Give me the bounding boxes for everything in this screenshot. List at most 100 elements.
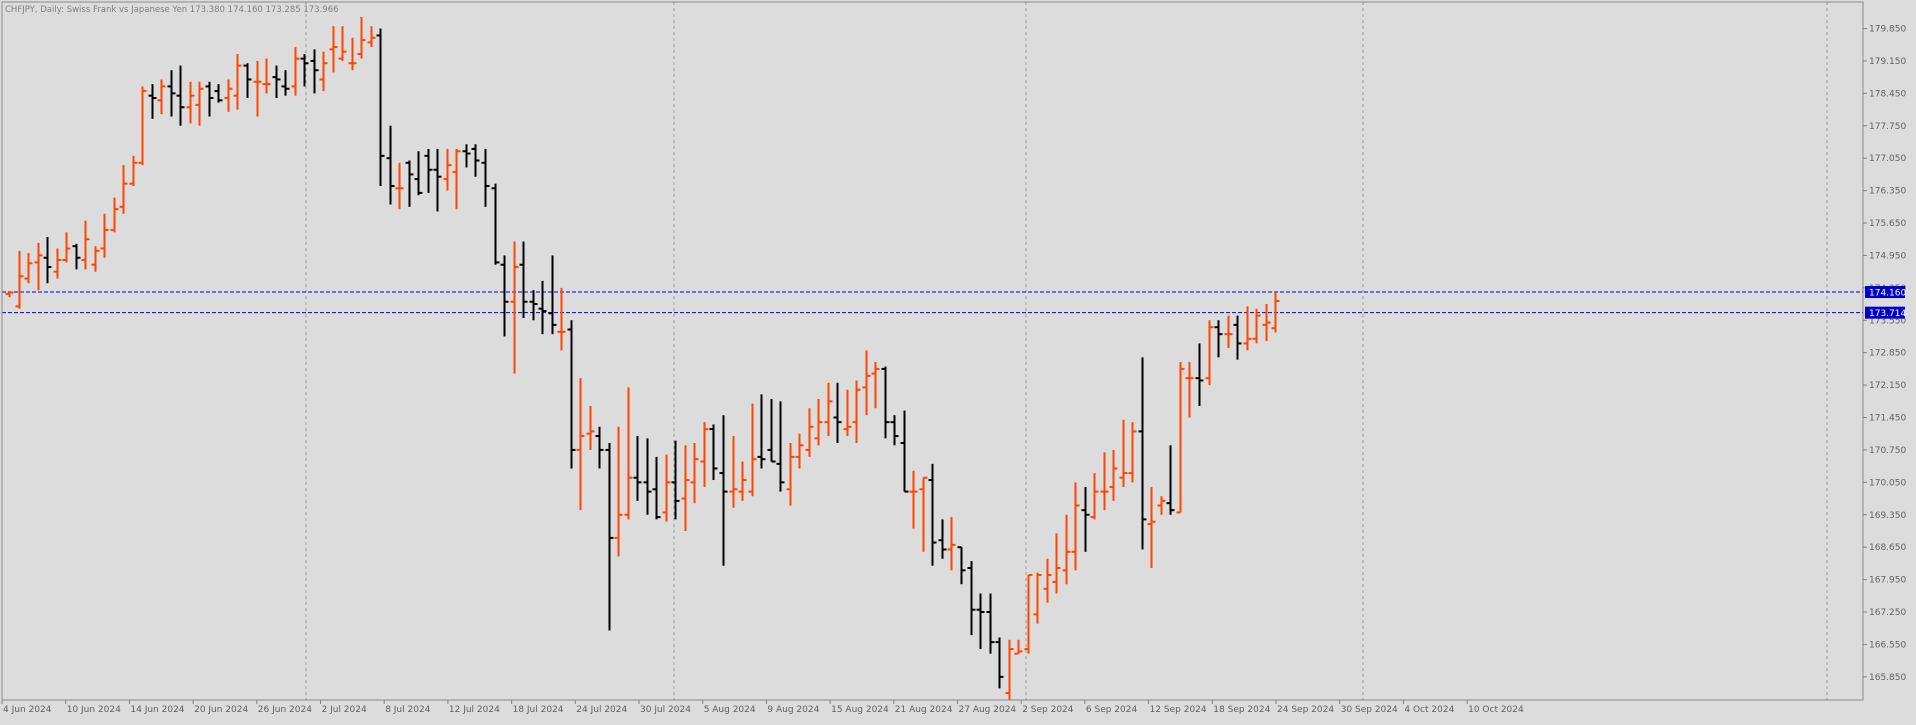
ohlc-bar [1166, 445, 1175, 515]
ohlc-bar [272, 65, 281, 98]
ohlc-bar [62, 232, 71, 263]
ohlc-bar [500, 255, 509, 337]
ohlc-bar [576, 378, 585, 511]
ohlc-bar [881, 366, 890, 439]
ohlc-bar [862, 350, 871, 416]
ohlc-bar [186, 81, 195, 124]
x-tick-label: 4 Jun 2024 [3, 705, 52, 715]
ohlc-bar [586, 405, 595, 450]
y-tick-label: 172.850 [1869, 349, 1906, 359]
ohlc-bar [1128, 422, 1137, 483]
ohlc-bar [652, 456, 661, 520]
ohlc-bar [1071, 482, 1080, 571]
ohlc-bar [947, 517, 956, 571]
ohlc-bar [719, 415, 728, 566]
ohlc-bar [262, 58, 271, 94]
ohlc-bar [1138, 357, 1147, 550]
price-level-label: 173.714 [1869, 309, 1906, 319]
y-tick-label: 179.850 [1869, 25, 1906, 35]
x-tick-label: 10 Oct 2024 [1468, 705, 1524, 715]
ohlc-bar [633, 436, 642, 501]
ohlc-bar [24, 253, 33, 284]
ohlc-bar [1262, 304, 1271, 342]
x-tick-label: 8 Jul 2024 [385, 705, 430, 715]
ohlc-bar [1176, 361, 1185, 514]
ohlc-bar [310, 49, 319, 94]
ohlc-bar [414, 151, 423, 196]
ohlc-bar [481, 148, 490, 207]
x-tick-label: 20 Jun 2024 [194, 705, 248, 715]
x-tick-label: 18 Sep 2024 [1213, 705, 1270, 715]
ohlc-bar [1157, 496, 1166, 515]
ohlc-bar [1024, 573, 1033, 654]
ohlc-bar [1214, 320, 1223, 358]
y-tick-label: 166.550 [1869, 640, 1906, 650]
ohlc-bar [281, 70, 290, 96]
ohlc-bar [424, 148, 433, 193]
ohlc-bar [805, 408, 814, 457]
ohlc-bar [1205, 320, 1214, 386]
ohlc-bar [15, 250, 24, 309]
ohlc-bar [138, 86, 147, 166]
x-tick-label: 24 Sep 2024 [1277, 705, 1334, 715]
x-tick-label: 27 Aug 2024 [959, 705, 1017, 715]
x-tick-label: 5 Aug 2024 [704, 705, 756, 715]
y-tick-label: 167.950 [1869, 576, 1906, 586]
ohlc-bar [176, 65, 185, 126]
ohlc-bar [291, 47, 300, 96]
ohlc-bar [671, 440, 680, 520]
x-tick-label: 12 Sep 2024 [1150, 705, 1207, 715]
ohlc-bar [938, 519, 947, 559]
ohlc-bar [329, 26, 338, 73]
ohlc-bar [548, 255, 557, 335]
ohlc-bar [529, 290, 538, 321]
ohlc-bar [376, 28, 385, 186]
ohlc-bar [100, 213, 109, 258]
ohlc-bar [824, 382, 833, 437]
ohlc-bar [214, 84, 223, 103]
ohlc-bar [1090, 473, 1099, 520]
ohlc-bar [567, 320, 576, 469]
ohlc-bar [557, 287, 566, 351]
x-tick-label: 18 Jul 2024 [513, 705, 564, 715]
price-axis: 179.850 179.150 178.450 177.750 177.050 176.3… [1863, 25, 1906, 683]
x-tick-label: 9 Aug 2024 [767, 705, 819, 715]
ohlc-bar [1233, 315, 1242, 360]
ohlc-bar [91, 246, 100, 272]
x-tick-label: 4 Oct 2024 [1404, 705, 1454, 715]
ohlc-bar [233, 53, 242, 110]
ohlc-bar [967, 561, 976, 636]
y-tick-label: 178.450 [1869, 89, 1906, 99]
ohlc-bar [386, 125, 395, 205]
ohlc-bar [433, 148, 442, 212]
x-tick-label: 24 Jul 2024 [576, 705, 627, 715]
ohlc-bar [519, 241, 528, 318]
ohlc-bar [1147, 486, 1156, 569]
time-axis: 4 Jun 2024 10 Jun 2024 14 Jun 2024 20 Jun 2… [1, 699, 1863, 715]
ohlc-bar [976, 593, 985, 650]
ohlc-bar [1109, 449, 1118, 501]
ohlc-bar [148, 84, 157, 119]
ohlc-bar [319, 51, 328, 92]
ohlc-bar [81, 220, 90, 270]
ohlc-bar [681, 445, 690, 531]
y-tick-label: 168.650 [1869, 543, 1906, 553]
ohlc-bar [1271, 292, 1280, 333]
y-tick-label: 172.150 [1869, 381, 1906, 391]
ohlc-bar [700, 422, 709, 487]
ohlc-bar [852, 380, 861, 443]
price-bars [5, 16, 1280, 700]
ohlc-bar [72, 243, 81, 270]
ohlc-bar [471, 144, 480, 177]
ohlc-bar [1014, 639, 1023, 655]
ohlc-bar [195, 81, 204, 126]
ohlc-bar [510, 241, 519, 374]
x-tick-label: 2 Sep 2024 [1022, 705, 1074, 715]
ohlc-bar [1185, 361, 1194, 418]
ohlc-bar [729, 436, 738, 508]
ohlc-bar [814, 398, 823, 446]
ohlc-bar [300, 53, 309, 87]
ohlc-bar [1005, 639, 1014, 700]
